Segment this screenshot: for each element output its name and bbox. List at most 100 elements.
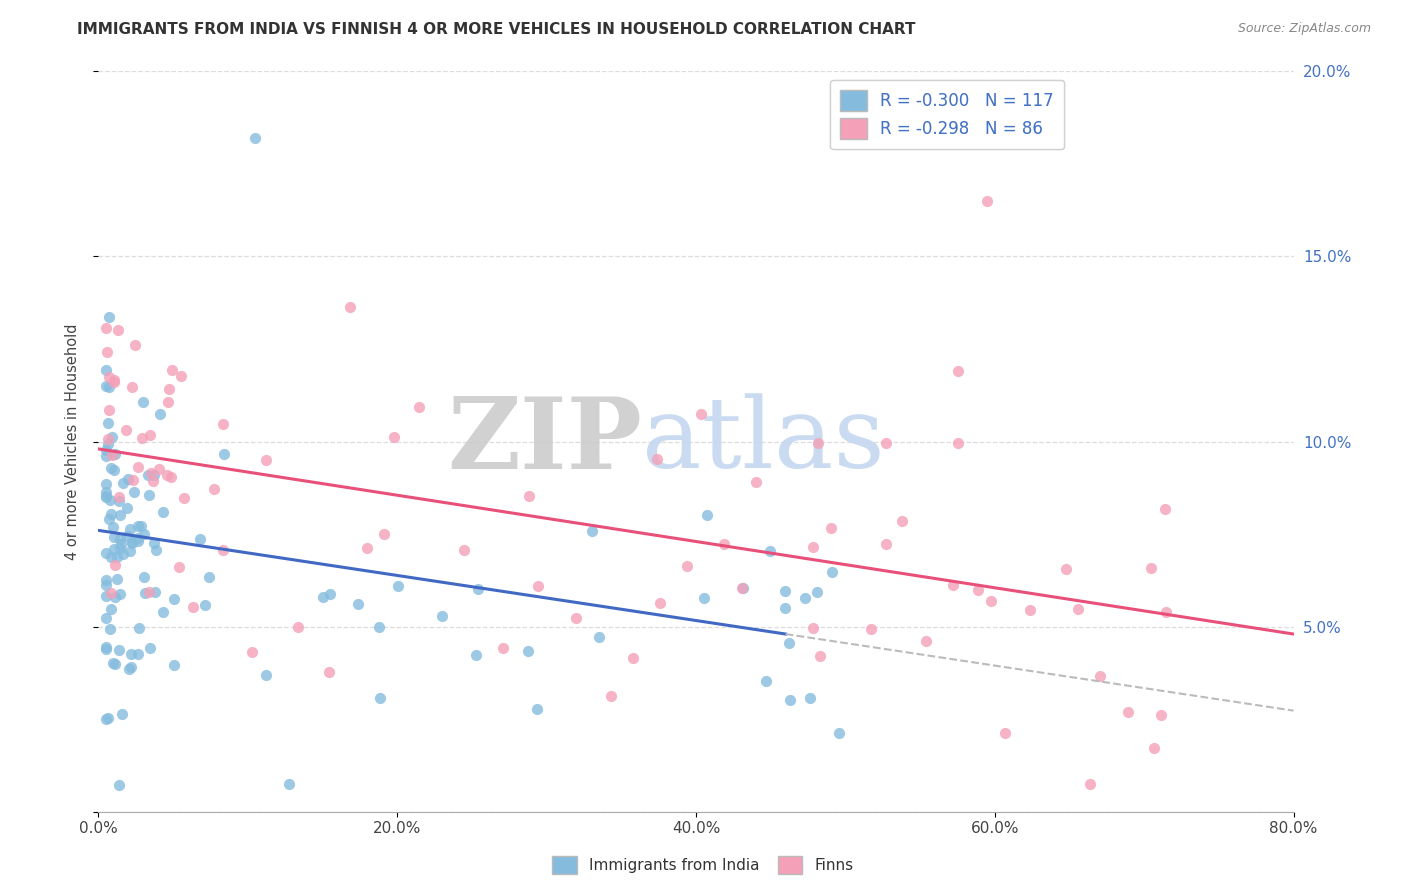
Point <box>100 507 122 521</box>
Point <box>565 610 588 624</box>
Point <box>517 644 540 658</box>
Point <box>115 423 138 437</box>
Point <box>692 591 714 605</box>
Point <box>240 644 263 658</box>
Point <box>127 534 149 549</box>
Point <box>188 532 211 546</box>
Point <box>453 542 475 557</box>
Point <box>100 550 122 565</box>
Point <box>94 449 117 463</box>
Point <box>212 417 235 431</box>
Point <box>169 560 191 574</box>
Point <box>1140 560 1163 574</box>
Point <box>339 300 361 314</box>
Point <box>108 541 131 555</box>
Point <box>97 711 120 725</box>
Point <box>129 518 152 533</box>
Point <box>1118 705 1140 719</box>
Point <box>107 572 129 586</box>
Point <box>108 586 131 600</box>
Point <box>254 668 277 682</box>
Text: atlas: atlas <box>643 393 884 490</box>
Point <box>98 622 121 636</box>
Point <box>1088 669 1111 683</box>
Point <box>121 379 143 393</box>
Point <box>142 475 165 489</box>
Point <box>621 651 644 665</box>
Point <box>387 579 409 593</box>
Point <box>94 589 117 603</box>
Point <box>156 468 179 483</box>
Point <box>730 581 752 595</box>
Point <box>160 470 183 484</box>
Point <box>132 395 155 409</box>
Point <box>713 537 735 551</box>
Point <box>690 407 713 421</box>
Point <box>112 476 135 491</box>
Point <box>370 690 392 705</box>
Point <box>110 537 132 551</box>
Point <box>801 621 824 635</box>
Point <box>145 543 167 558</box>
Point <box>915 633 938 648</box>
Point <box>194 598 217 612</box>
Legend: R = -0.300   N = 117, R = -0.298   N = 86: R = -0.300 N = 117, R = -0.298 N = 86 <box>831 79 1064 149</box>
Point <box>127 519 149 533</box>
Point <box>1054 562 1077 576</box>
Point <box>581 524 603 538</box>
Point <box>108 777 131 791</box>
Point <box>890 514 912 528</box>
Point <box>526 702 548 716</box>
Point <box>755 673 778 688</box>
Point <box>127 647 149 661</box>
Point <box>108 643 131 657</box>
Point <box>121 536 143 550</box>
Point <box>806 585 828 599</box>
Point <box>318 665 340 679</box>
Point <box>94 611 117 625</box>
Point <box>1080 777 1102 791</box>
Point <box>115 501 138 516</box>
Point <box>96 345 118 359</box>
Point <box>821 565 844 579</box>
Point <box>103 542 125 557</box>
Point <box>94 476 117 491</box>
Point <box>807 436 830 450</box>
Point <box>1154 605 1177 619</box>
Point <box>980 594 1002 608</box>
Point <box>138 640 160 655</box>
Point <box>254 452 277 467</box>
Point <box>124 338 146 352</box>
Point <box>600 689 623 703</box>
Point <box>942 578 965 592</box>
Point <box>467 582 489 596</box>
Point <box>1150 708 1173 723</box>
Point <box>287 620 309 634</box>
Point <box>104 558 127 572</box>
Point <box>94 712 117 726</box>
Point <box>98 512 121 526</box>
Point <box>108 490 131 504</box>
Point <box>94 573 117 587</box>
Point <box>808 649 831 664</box>
Point <box>278 777 301 791</box>
Point <box>138 428 160 442</box>
Point <box>120 660 142 674</box>
Point <box>170 369 193 384</box>
Point <box>245 131 267 145</box>
Point <box>121 535 143 549</box>
Point <box>347 598 370 612</box>
Point <box>696 508 718 523</box>
Text: Source: ZipAtlas.com: Source: ZipAtlas.com <box>1237 22 1371 36</box>
Point <box>779 693 801 707</box>
Point <box>157 382 180 396</box>
Point <box>181 600 204 615</box>
Point <box>967 583 990 598</box>
Point <box>111 547 134 561</box>
Point <box>733 581 755 595</box>
Point <box>131 432 153 446</box>
Point <box>104 590 127 604</box>
Point <box>946 364 969 378</box>
Point <box>675 559 697 574</box>
Point <box>162 363 184 377</box>
